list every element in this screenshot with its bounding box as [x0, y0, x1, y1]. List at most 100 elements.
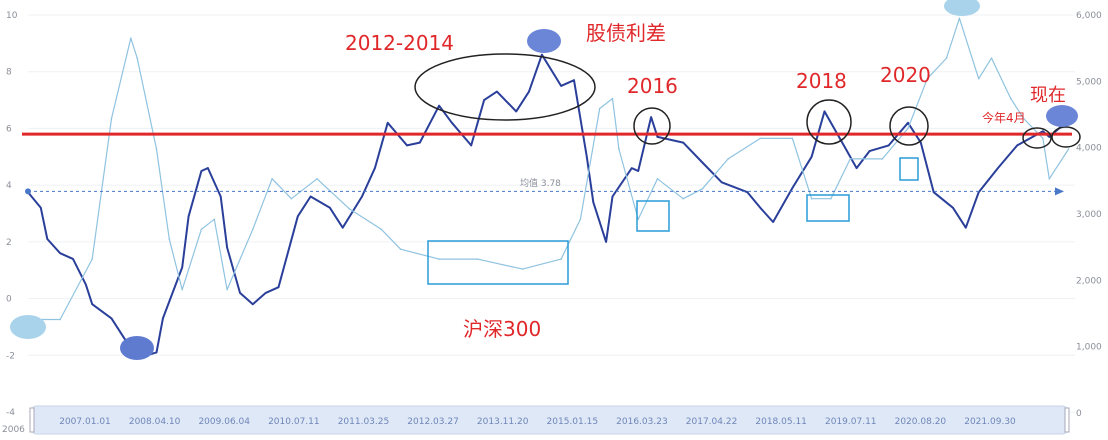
- data-point: [72, 258, 74, 260]
- data-point: [207, 167, 209, 169]
- data-point: [560, 258, 562, 260]
- box-2016: [636, 200, 670, 232]
- min-marker-csi300: [10, 315, 46, 339]
- data-point: [1067, 148, 1070, 150]
- data-point: [110, 317, 113, 320]
- data-point: [219, 195, 222, 198]
- data-point: [252, 228, 254, 231]
- data-point: [1022, 117, 1025, 120]
- data-point: [528, 90, 530, 93]
- data-point: [271, 178, 273, 180]
- data-point: [887, 144, 890, 147]
- data-point: [187, 215, 190, 218]
- data-point: [598, 107, 601, 110]
- right-tick-label: 5,000: [1076, 77, 1102, 87]
- circle-2018: [806, 99, 852, 145]
- datazoom-label: 2021.09.30: [964, 417, 1016, 427]
- data-point: [496, 90, 498, 93]
- circle-april: [1022, 127, 1052, 149]
- datazoom-label: 2008.04.10: [129, 417, 181, 427]
- left-tick-label: -4: [6, 408, 15, 418]
- data-point: [374, 167, 376, 169]
- data-point: [592, 201, 595, 203]
- datazoom-label: 2016.03.23: [616, 417, 668, 427]
- label-2012-2014: 2012-2014: [345, 31, 454, 55]
- data-point: [630, 167, 633, 169]
- datazoom-label: 2011.03.25: [338, 417, 390, 427]
- data-point: [476, 258, 479, 260]
- data-point: [521, 268, 524, 270]
- data-point: [849, 158, 851, 160]
- circle-2016: [633, 107, 671, 145]
- data-point: [181, 288, 183, 291]
- data-point: [1042, 137, 1044, 140]
- data-point: [727, 158, 729, 160]
- label-april: 今年4月: [982, 110, 1026, 125]
- data-point: [637, 170, 640, 172]
- datazoom-label: 2019.07.11: [825, 417, 877, 427]
- data-point: [361, 195, 363, 198]
- data-point: [470, 144, 473, 147]
- data-point: [682, 141, 684, 144]
- data-point: [155, 148, 158, 150]
- box-2020: [899, 157, 919, 181]
- datazoom-labels: 2007.01.01 2008.04.10 2009.06.04 2010.07.11…: [59, 417, 1016, 427]
- label-2016: 2016: [627, 74, 678, 98]
- data-point: [277, 286, 280, 289]
- data-point: [791, 137, 794, 140]
- data-point: [91, 303, 94, 306]
- data-point: [264, 292, 267, 294]
- data-point: [618, 148, 620, 150]
- circle-2020: [889, 106, 929, 146]
- data-point: [720, 181, 723, 184]
- grid: [28, 14, 1075, 413]
- data-point: [399, 248, 402, 250]
- data-point: [965, 226, 967, 229]
- box-2012-2014: [427, 240, 569, 285]
- datazoom-handle-left[interactable]: [29, 407, 35, 433]
- data-point: [168, 238, 171, 241]
- data-point: [136, 57, 138, 59]
- data-point: [586, 155, 588, 158]
- circle-now: [1051, 126, 1081, 148]
- right-tick-label: 2,000: [1076, 276, 1102, 286]
- label-average: 均值 3.78: [520, 177, 561, 189]
- average-arrow-icon: [1055, 187, 1064, 196]
- data-point: [309, 195, 312, 198]
- data-point: [91, 258, 94, 260]
- data-point: [226, 246, 228, 249]
- data-point: [541, 53, 543, 56]
- data-point: [406, 144, 408, 147]
- data-point: [746, 191, 749, 194]
- left-tick-label: 8: [6, 68, 12, 78]
- data-point: [316, 178, 318, 180]
- data-point: [560, 85, 562, 87]
- datazoom-handle-right[interactable]: [1064, 407, 1070, 433]
- data-point: [46, 238, 49, 240]
- data-point: [386, 121, 389, 124]
- left-tick-label: 10: [6, 11, 18, 21]
- data-point: [611, 195, 614, 198]
- data-point: [823, 110, 826, 113]
- label-spread: 股债利差: [586, 21, 666, 45]
- data-point: [1042, 130, 1044, 133]
- circle-2012-2014: [414, 53, 596, 121]
- data-point: [226, 288, 228, 291]
- data-point: [59, 252, 61, 254]
- box-2018: [806, 194, 850, 222]
- data-point: [341, 226, 344, 229]
- data-point: [855, 167, 858, 169]
- data-point: [830, 197, 832, 200]
- data-point: [1016, 144, 1018, 147]
- datazoom-slider[interactable]: [29, 405, 1070, 435]
- left-tick-label: 2: [6, 238, 12, 248]
- x-start-label: 2006: [2, 425, 25, 435]
- data-point: [945, 57, 948, 59]
- data-point: [952, 207, 954, 209]
- data-point: [958, 17, 961, 20]
- data-point: [59, 318, 61, 321]
- data-point: [842, 144, 845, 147]
- data-point: [997, 167, 999, 169]
- series-line-spread: [27, 53, 1070, 360]
